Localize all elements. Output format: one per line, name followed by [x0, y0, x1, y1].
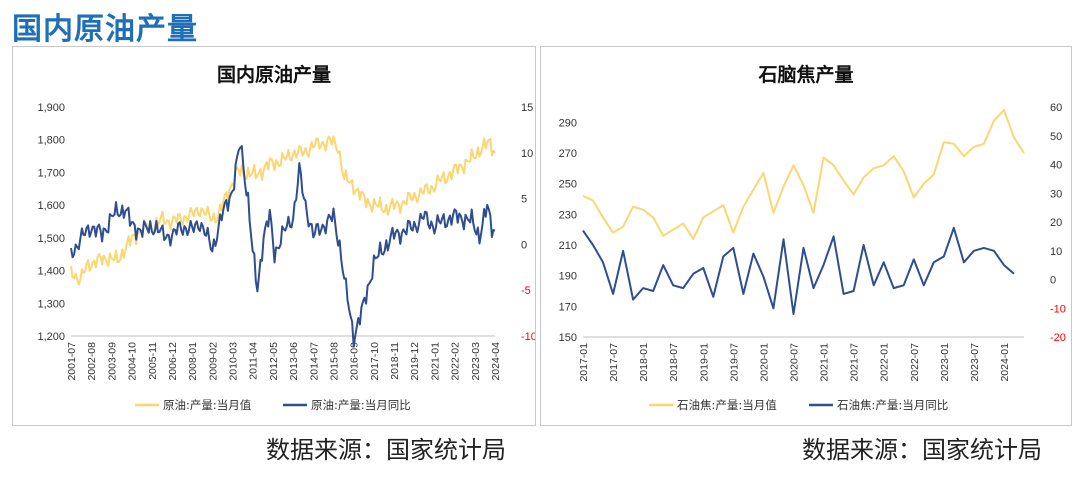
y-right-tick-label: -20 [1050, 332, 1066, 344]
source-note-left: 数据来源：国家统计局 [266, 436, 506, 464]
x-tick-label: 2022-02 [450, 342, 462, 381]
x-tick-label: 2003-09 [106, 342, 118, 381]
x-tick-label: 2018-07 [668, 343, 680, 382]
x-tick-label: 2014-07 [308, 342, 320, 381]
x-tick-label: 2013-06 [288, 342, 300, 381]
y-right-tick-label: 30 [1050, 188, 1062, 200]
y-left-tick-label: 1,400 [37, 266, 65, 278]
y-right-tick-label: -10 [521, 331, 535, 343]
y-left-tick-label: 1,200 [37, 331, 65, 343]
series-line-2 [582, 226, 1015, 315]
y-right-tick-label: 10 [1050, 246, 1062, 258]
y-left-tick-label: 1,700 [37, 167, 65, 179]
x-tick-label: 2001-07 [66, 342, 78, 381]
y-right-tick-label: -10 [1050, 303, 1066, 315]
x-tick-label: 2020-01 [758, 343, 770, 382]
y-left-tick-label: 290 [559, 117, 577, 129]
legend-label: 石油焦:产量:当月同比 [837, 398, 948, 412]
legend-label: 原油:产量:当月同比 [311, 398, 411, 412]
chart-title: 石脑焦产量 [757, 63, 853, 86]
y-left-tick-label: 1,900 [37, 102, 65, 114]
x-tick-label: 2021-01 [819, 343, 831, 382]
x-tick-label: 2023-01 [939, 343, 951, 382]
y-left-tick-label: 170 [559, 301, 577, 313]
series-line-1 [70, 135, 496, 286]
crude-oil-chart: 国内原油产量 1,200 1,300 1,400 1,500 1,600 1,700 1,80… [37, 63, 535, 412]
y-right-tick-label: 20 [1050, 217, 1062, 229]
series-line-1 [582, 109, 1025, 240]
x-tick-label: 2023-03 [470, 342, 482, 381]
y-right-tick-label: 50 [1050, 131, 1062, 143]
x-tick-label: 2017-07 [608, 343, 620, 382]
x-tick-label: 2009-02 [207, 342, 219, 381]
chart-title: 国内原油产量 [217, 63, 331, 86]
y-left-tick-label: 1,300 [37, 298, 65, 310]
x-tick-label: 2015-08 [328, 342, 340, 381]
y-right-tick-label: 10 [521, 148, 533, 160]
x-tick-label: 2021-01 [429, 342, 441, 381]
series-line-2 [70, 145, 496, 348]
y-right-tick-label: -5 [521, 285, 531, 297]
y-left-tick-label: 190 [559, 271, 577, 283]
y-right-tick-label: 0 [1050, 275, 1056, 287]
x-tick-label: 2024-01 [999, 343, 1011, 382]
x-tick-label: 2021-07 [849, 343, 861, 382]
page-title: 国内原油产量 [12, 12, 198, 47]
x-tick-label: 2017-10 [369, 342, 381, 381]
x-tick-label: 2008-01 [187, 342, 199, 381]
legend-label: 石油焦:产量:当月值 [677, 398, 777, 412]
petroleum-coke-chart: 石脑焦产量 150 170 190 210 230 250 270 290 -20 -10 0 10 20… [559, 63, 1066, 412]
legend-label: 原油:产量:当月值 [163, 398, 252, 412]
y-left-tick-label: 1,500 [37, 233, 65, 245]
y-right-tick-label: 15 [521, 102, 533, 114]
x-tick-label: 2024-04 [490, 342, 502, 381]
x-tick-label: 2023-07 [969, 343, 981, 382]
x-tick-label: 2010-03 [228, 342, 240, 381]
y-right-tick-label: 60 [1050, 102, 1062, 114]
chart-panel-crude: 国内原油产量 1,200 1,300 1,400 1,500 1,600 1,700 1,80… [12, 46, 536, 426]
x-tick-label: 2019-01 [698, 343, 710, 382]
y-left-tick-label: 270 [559, 148, 577, 160]
y-left-tick-label: 1,600 [37, 200, 65, 212]
y-left-tick-label: 250 [559, 179, 577, 191]
x-tick-label: 2022-01 [879, 343, 891, 382]
x-tick-label: 2020-07 [788, 343, 800, 382]
y-right-tick-label: 5 [521, 194, 527, 206]
x-tick-label: 2002-08 [86, 342, 98, 381]
y-left-tick-label: 150 [559, 332, 577, 344]
x-tick-label: 2018-01 [638, 343, 650, 382]
x-tick-label: 2018-11 [389, 342, 401, 380]
x-tick-label: 2006-12 [167, 342, 179, 381]
y-right-tick-label: 40 [1050, 160, 1062, 172]
x-tick-label: 2022-07 [909, 343, 921, 382]
y-left-tick-label: 1,800 [37, 135, 65, 147]
x-tick-label: 2011-04 [248, 342, 260, 380]
x-tick-label: 2005-11 [147, 342, 159, 380]
x-tick-label: 2019-12 [409, 342, 421, 381]
x-tick-label: 2016-09 [349, 342, 361, 381]
y-left-tick-label: 210 [559, 240, 577, 252]
y-right-tick-label: 0 [521, 239, 527, 251]
source-note-right: 数据来源：国家统计局 [802, 436, 1042, 464]
x-tick-label: 2004-10 [127, 342, 139, 381]
x-tick-label: 2017-01 [578, 343, 590, 382]
y-left-tick-label: 230 [559, 209, 577, 221]
chart-panel-naphtha: 石脑焦产量 150 170 190 210 230 250 270 290 -20 -10 0 10 20… [540, 46, 1072, 426]
x-tick-label: 2012-05 [268, 342, 280, 381]
x-tick-label: 2019-07 [728, 343, 740, 382]
